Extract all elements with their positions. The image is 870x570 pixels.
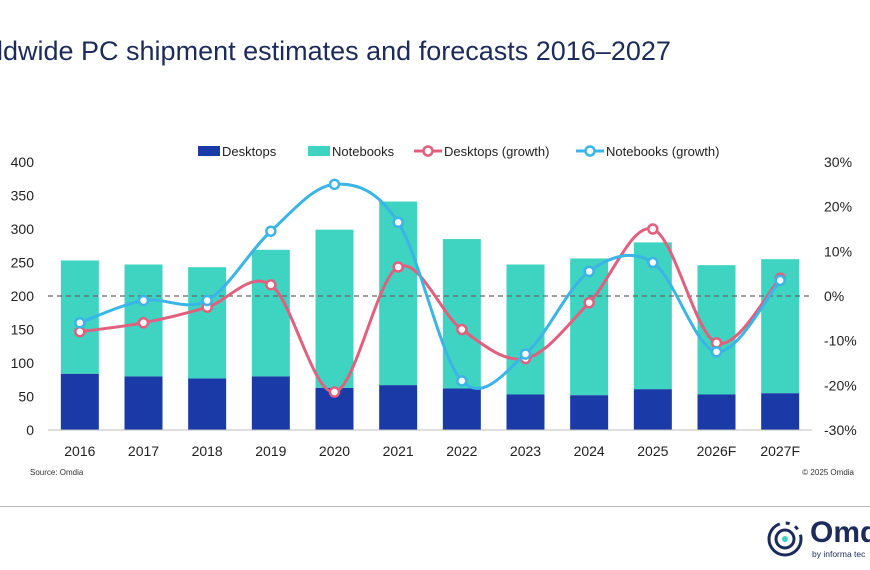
right-axis-tick-label: -20% — [824, 377, 857, 393]
right-axis-tick-label: 30% — [824, 154, 852, 170]
legend-label: Desktops — [222, 144, 277, 159]
bar-notebooks-2021 — [379, 201, 418, 386]
x-axis-tick-label: 2026F — [697, 443, 737, 459]
notebooks-growth-point-2021 — [392, 216, 404, 229]
bar-notebooks-2020 — [315, 229, 354, 388]
legend-marker-2 — [422, 145, 434, 157]
notebooks-growth-point-2018 — [201, 294, 213, 307]
x-axis-tick-label: 2022 — [446, 443, 477, 459]
left-axis-tick-label: 250 — [11, 255, 35, 271]
left-axis-tick-label: 200 — [11, 288, 35, 304]
notebooks-growth-point-2016 — [74, 317, 86, 329]
omdia-logo: Omd by informa tec — [762, 516, 870, 564]
notebooks-growth-point-2017 — [137, 294, 150, 307]
x-axis-tick-label: 2027F — [760, 443, 800, 459]
logo-tagline: by informa tec — [812, 549, 866, 559]
left-axis-tick-label: 50 — [18, 389, 34, 405]
chart-title: rldwide PC shipment estimates and foreca… — [0, 36, 671, 66]
legend-swatch-0 — [198, 146, 220, 156]
bar-desktops-2025 — [633, 389, 672, 430]
notebooks-growth-point-2025 — [647, 256, 659, 269]
bar-desktops-2017 — [124, 376, 163, 430]
right-axis-tick-label: -30% — [824, 422, 857, 438]
logo-wordmark: Omd — [810, 516, 870, 549]
desktops-growth-point-2021 — [392, 261, 404, 273]
bar-desktops-2021 — [379, 385, 418, 430]
x-axis-tick-label: 2017 — [128, 443, 159, 459]
x-axis-tick-label: 2023 — [510, 443, 541, 459]
x-axis-tick-label: 2025 — [637, 443, 668, 459]
omdia-logo-mark-icon — [767, 521, 803, 557]
bar-desktops-2018 — [188, 378, 227, 430]
legend-label: Desktops (growth) — [444, 144, 549, 159]
bar-desktops-2016 — [60, 373, 99, 430]
bar-notebooks-2018 — [188, 267, 227, 379]
notebooks-growth-point-2024 — [583, 265, 595, 278]
x-axis-tick-label: 2018 — [192, 443, 223, 459]
left-axis-tick-label: 350 — [11, 188, 35, 204]
x-axis-tick-label: 2019 — [255, 443, 286, 459]
notebooks-growth-point-2022 — [456, 375, 468, 387]
right-axis-tick-label: 10% — [824, 243, 852, 259]
source-note: Source: Omdia — [30, 468, 84, 477]
desktops-growth-point-2022 — [456, 323, 468, 336]
right-axis-tick-label: 20% — [824, 199, 852, 215]
desktops-growth-point-2025 — [647, 223, 659, 235]
bar-desktops-2023 — [506, 394, 545, 430]
desktops-growth-point-2024 — [583, 296, 595, 309]
notebooks-growth-point-2020 — [328, 178, 341, 191]
bar-desktops-2026F — [697, 394, 736, 430]
left-axis-tick-label: 400 — [11, 154, 35, 170]
legend-label: Notebooks (growth) — [606, 144, 719, 159]
legend-swatch-1 — [308, 146, 330, 156]
left-axis-tick-label: 300 — [11, 221, 35, 237]
bar-notebooks-2023 — [506, 264, 545, 395]
x-axis-tick-label: 2020 — [319, 443, 350, 459]
pc-shipments-chart: 0 50 100 150 200 250 300 350 400 -30% -20% -10% 0% 10… — [11, 144, 857, 459]
right-axis-tick-label: 0% — [824, 288, 844, 304]
notebooks-growth-point-2023 — [519, 348, 532, 360]
x-axis-tick-label: 2024 — [574, 443, 605, 459]
left-axis-tick-label: 100 — [11, 355, 35, 371]
notebooks-growth-point-2027F — [774, 274, 786, 287]
x-axis-tick-label: 2016 — [64, 443, 95, 459]
footer-divider — [0, 506, 870, 507]
desktops-growth-point-2016 — [74, 325, 86, 338]
copyright-note: © 2025 Omdia — [802, 468, 854, 477]
legend-marker-3 — [584, 145, 596, 157]
desktops-growth-point-2017 — [137, 317, 150, 329]
legend-label: Notebooks — [332, 144, 395, 159]
bar-notebooks-2024 — [570, 258, 609, 396]
bar-desktops-2022 — [442, 388, 481, 430]
desktops-growth-point-2019 — [265, 279, 277, 291]
desktops-growth-point-2026F — [710, 337, 723, 349]
bar-desktops-2027F — [761, 393, 800, 430]
left-axis-tick-label: 0 — [26, 422, 34, 438]
x-axis-tick-label: 2021 — [383, 443, 414, 459]
notebooks-growth-point-2019 — [265, 225, 277, 237]
notebooks-growth-point-2026F — [710, 346, 723, 358]
bar-desktops-2024 — [570, 395, 609, 430]
right-axis-tick-label: -10% — [824, 333, 857, 349]
bar-notebooks-2019 — [251, 249, 290, 377]
desktops-growth-point-2020 — [328, 386, 341, 398]
left-axis-tick-label: 150 — [11, 322, 35, 338]
bar-desktops-2019 — [251, 376, 290, 430]
